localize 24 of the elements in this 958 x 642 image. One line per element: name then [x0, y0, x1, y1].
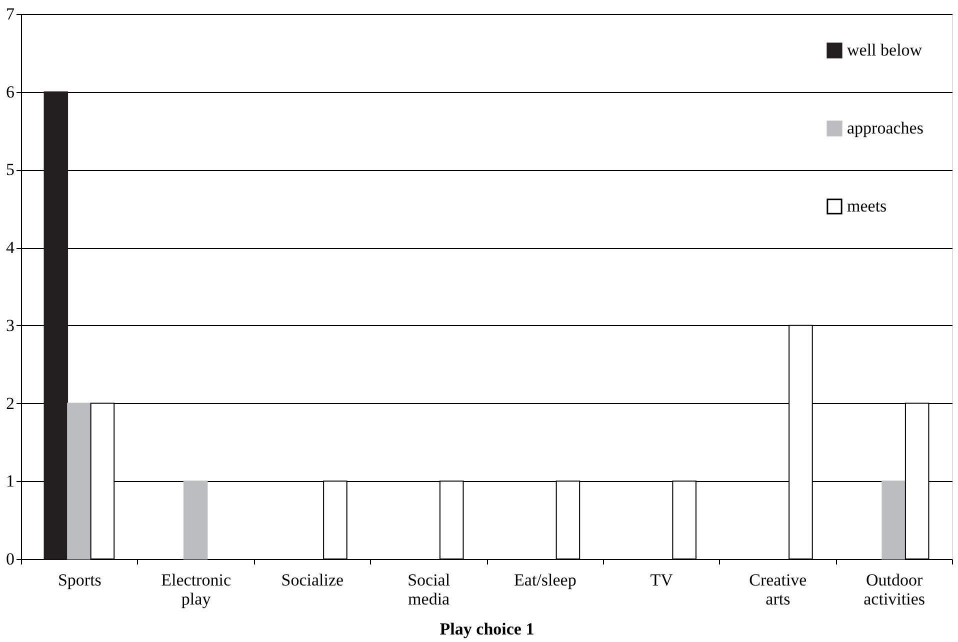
- y-tick-label: 3: [6, 316, 14, 335]
- x-tick-label: Socialize: [281, 570, 344, 590]
- x-tick-label: TV: [650, 570, 674, 590]
- y-tick-label: 0: [6, 550, 14, 568]
- legend-label: meets: [847, 196, 887, 216]
- y-tick-label: 4: [6, 238, 15, 258]
- x-tick-label: Sports: [58, 570, 102, 590]
- x-tick-label: Electronic play: [161, 570, 232, 608]
- x-tick-label: Outdoor activities: [864, 570, 925, 608]
- bar: [44, 91, 68, 560]
- x-tick-label: Eat/sleep: [514, 570, 576, 590]
- y-tick-label: 5: [6, 160, 14, 180]
- bar: [183, 480, 208, 560]
- bar: [882, 480, 906, 560]
- legend-label: well below: [847, 40, 923, 60]
- y-tick-label: 1: [6, 472, 14, 491]
- y-tick-label: 6: [6, 82, 14, 102]
- x-axis-title: Play choice 1: [440, 620, 534, 638]
- y-tick-label: 2: [6, 394, 14, 413]
- y-tick-label: 7: [6, 4, 15, 24]
- legend-label: approaches: [847, 118, 924, 138]
- x-tick-label: Creative arts: [749, 570, 807, 608]
- bar: [67, 402, 92, 560]
- x-tick-label: Social media: [408, 570, 450, 608]
